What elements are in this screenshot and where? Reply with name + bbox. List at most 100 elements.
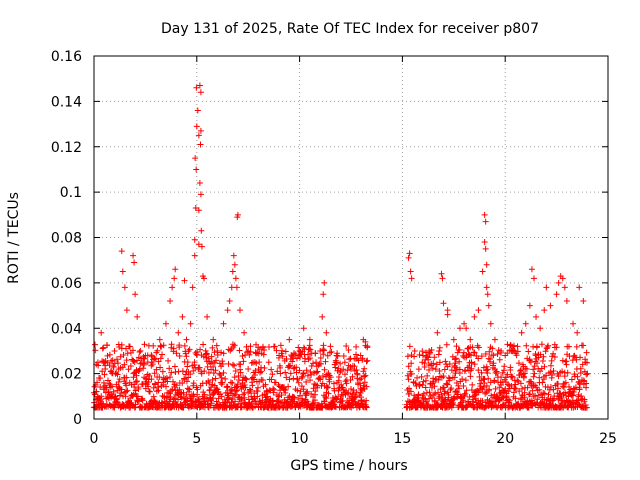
data-point	[576, 380, 583, 387]
data-point	[543, 345, 550, 352]
data-point	[361, 365, 368, 372]
data-point	[101, 371, 108, 378]
data-point	[262, 381, 269, 388]
data-point	[317, 354, 324, 361]
data-point	[109, 357, 116, 364]
data-point	[253, 360, 260, 367]
data-point	[310, 360, 317, 367]
data-point	[531, 363, 538, 370]
data-point	[500, 367, 507, 374]
data-point	[415, 366, 422, 373]
data-point	[408, 275, 415, 282]
data-point	[300, 371, 307, 378]
data-point	[468, 365, 475, 372]
data-point	[285, 383, 292, 390]
data-point	[228, 284, 235, 291]
data-point	[493, 393, 500, 400]
data-point	[191, 361, 198, 368]
data-point	[536, 386, 543, 393]
data-point	[498, 382, 505, 389]
data-point	[232, 391, 239, 398]
data-point	[419, 352, 426, 359]
data-point	[219, 358, 226, 365]
data-point	[574, 373, 581, 380]
data-point	[404, 353, 411, 360]
data-point	[581, 396, 588, 403]
data-point	[456, 346, 463, 353]
data-point	[471, 361, 478, 368]
data-point	[269, 371, 276, 378]
data-point	[551, 395, 558, 402]
data-point	[99, 368, 106, 375]
y-tick-label: 0.02	[51, 367, 82, 383]
data-point	[568, 376, 575, 383]
data-point	[200, 341, 207, 348]
data-point	[247, 348, 254, 355]
data-point	[198, 243, 205, 250]
data-point	[114, 371, 121, 378]
y-tick-label: 0.14	[51, 94, 82, 110]
data-point	[100, 344, 107, 351]
data-point	[106, 402, 113, 409]
data-point	[363, 358, 370, 365]
data-point	[483, 382, 490, 389]
data-point	[428, 347, 435, 354]
data-point	[208, 353, 215, 360]
data-point	[275, 354, 282, 361]
data-point	[193, 84, 200, 91]
data-point	[327, 374, 334, 381]
data-point	[518, 329, 525, 336]
data-point	[487, 320, 494, 327]
data-point	[422, 377, 429, 384]
data-point	[236, 307, 243, 314]
data-point	[106, 362, 113, 369]
data-point	[134, 357, 141, 364]
data-point	[431, 397, 438, 404]
y-tick-label: 0.16	[51, 49, 82, 65]
data-point	[137, 347, 144, 354]
data-point	[326, 378, 333, 385]
data-point	[224, 383, 231, 390]
data-point	[485, 302, 492, 309]
data-point	[530, 275, 537, 282]
data-point	[118, 248, 125, 255]
data-points	[90, 82, 591, 411]
data-point	[197, 141, 204, 148]
data-point	[150, 384, 157, 391]
data-point	[183, 336, 190, 343]
data-point	[136, 366, 143, 373]
data-point	[213, 385, 220, 392]
data-point	[242, 384, 249, 391]
data-point	[321, 366, 328, 373]
data-point	[405, 363, 412, 370]
data-point	[465, 351, 472, 358]
data-point	[306, 355, 313, 362]
data-point	[155, 358, 162, 365]
data-point	[290, 354, 297, 361]
data-point	[294, 375, 301, 382]
data-point	[517, 380, 524, 387]
data-point	[533, 384, 540, 391]
data-point	[436, 344, 443, 351]
data-point	[282, 348, 289, 355]
data-point	[411, 347, 418, 354]
data-point	[171, 363, 178, 370]
data-point	[320, 347, 327, 354]
data-point	[531, 370, 538, 377]
data-point	[521, 389, 528, 396]
data-point	[279, 347, 286, 354]
x-tick-label: 0	[90, 431, 99, 447]
data-point	[224, 307, 231, 314]
tick-labels: 0 5 10 15 20 25 0 0.02 0.04 0.06 0.08 0.1 0.12 0.14 0.…	[51, 49, 617, 447]
data-point	[583, 404, 590, 411]
data-point	[513, 352, 520, 359]
data-point	[296, 347, 303, 354]
data-point	[227, 379, 234, 386]
data-point	[248, 393, 255, 400]
data-point	[204, 363, 211, 370]
data-point	[321, 279, 328, 286]
data-point	[233, 387, 240, 394]
data-point	[542, 348, 549, 355]
data-point	[217, 372, 224, 379]
data-point	[304, 388, 311, 395]
